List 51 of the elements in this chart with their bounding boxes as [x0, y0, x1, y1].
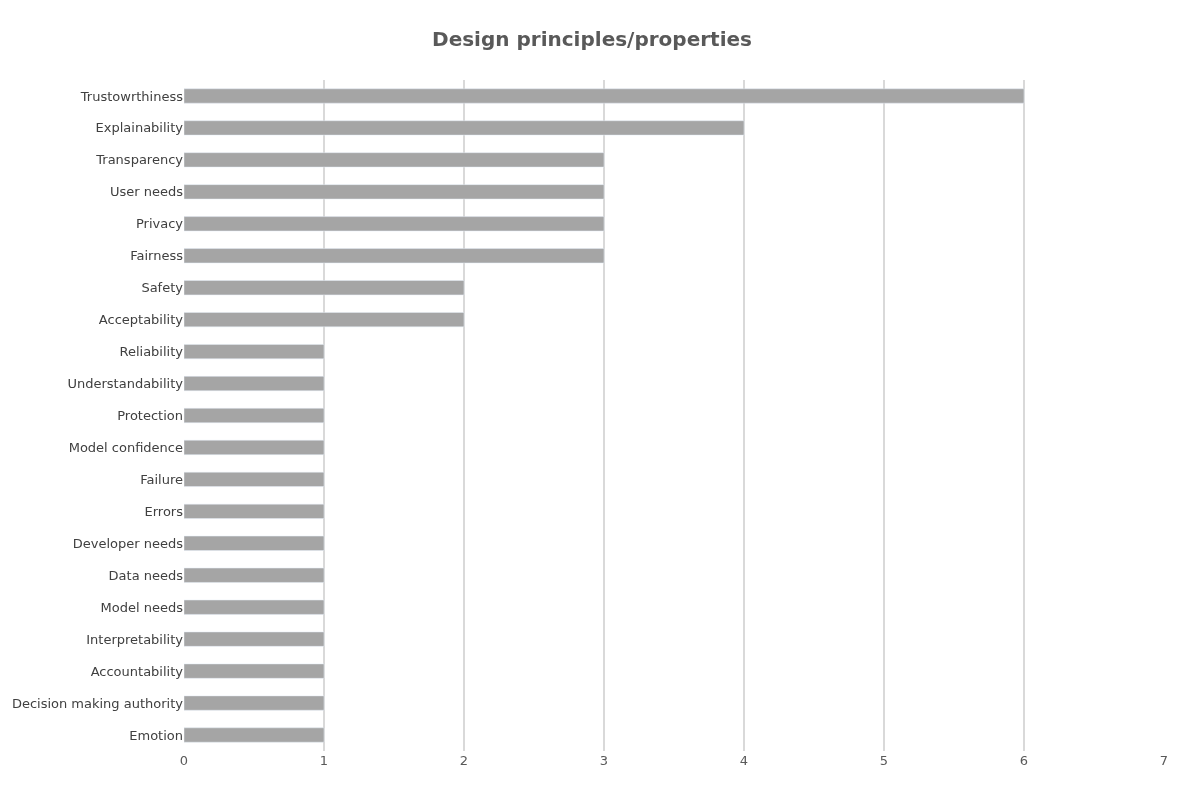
bar	[184, 344, 325, 360]
bar	[184, 88, 1025, 104]
y-tick-label: Explainability	[95, 120, 184, 136]
bar	[184, 184, 605, 200]
x-tick-label: 3	[599, 753, 609, 768]
y-tick-label: Accountability	[90, 663, 184, 679]
x-tick-label: 1	[319, 753, 329, 768]
y-tick-label: Failure	[140, 471, 183, 487]
bar	[184, 152, 605, 168]
y-tick-label: Developer needs	[72, 535, 184, 551]
y-tick-label: Interpretability	[86, 631, 184, 647]
bar	[184, 695, 325, 711]
bar	[184, 312, 465, 328]
y-tick-label: Understandability	[67, 376, 184, 392]
y-tick-label: Model needs	[100, 599, 184, 615]
y-tick-label: Model confidence	[68, 440, 183, 455]
x-tick-label: 7	[1159, 753, 1169, 768]
y-tick-label: Acceptability	[98, 312, 184, 328]
y-tick-label: Emotion	[129, 727, 183, 743]
y-tick-label: Fairness	[130, 248, 184, 264]
bar	[184, 535, 325, 551]
y-tick-label: User needs	[109, 184, 184, 200]
bar	[184, 567, 325, 583]
bar	[184, 727, 325, 743]
bar	[184, 631, 325, 647]
bar	[184, 280, 465, 296]
chart-title: Design principles/properties	[432, 26, 752, 51]
y-tick-label: Trustowrthiness	[79, 88, 184, 104]
bar	[184, 248, 605, 264]
y-tick-label: Data needs	[108, 567, 184, 583]
bar	[184, 376, 325, 391]
bar	[184, 440, 325, 455]
bar	[184, 120, 745, 136]
x-tick-label: 5	[879, 753, 889, 768]
x-tick-label: 0	[179, 753, 189, 768]
y-tick-label: Transparency	[95, 152, 184, 168]
y-tick-label: Errors	[144, 503, 184, 519]
bar	[184, 471, 325, 487]
y-tick-label: Protection	[117, 408, 183, 424]
y-tick-label: Decision making authority	[11, 695, 184, 711]
bar	[184, 408, 325, 423]
bar	[184, 216, 605, 232]
bar	[184, 599, 325, 615]
bar	[184, 663, 325, 679]
y-tick-label: Privacy	[135, 216, 184, 232]
y-tick-label: Reliability	[119, 344, 184, 360]
x-tick-label: 6	[1019, 753, 1029, 768]
bar	[184, 503, 325, 519]
x-tick-label: 4	[739, 753, 749, 768]
y-tick-label: Safety	[141, 280, 184, 296]
x-tick-label: 2	[459, 753, 469, 768]
